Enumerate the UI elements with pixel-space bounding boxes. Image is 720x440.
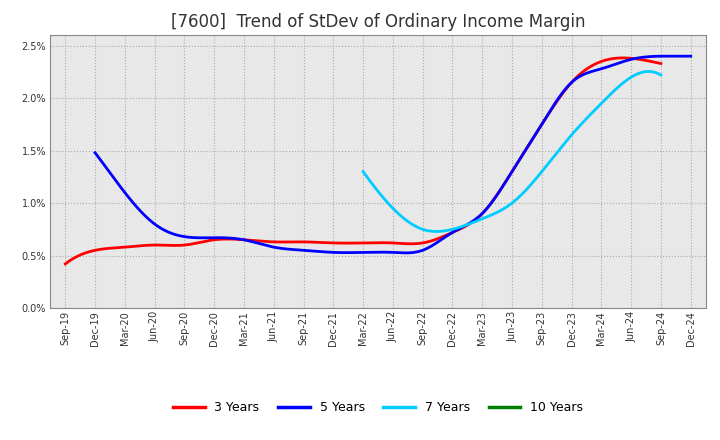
7 Years [644, 69, 653, 74]
3 Years [657, 61, 665, 66]
5 Years [686, 54, 695, 59]
Line: 5 Years: 5 Years [95, 56, 690, 253]
5 Years [93, 153, 102, 158]
7 Years [433, 229, 441, 234]
3 Years [426, 238, 434, 244]
5 Years [457, 225, 466, 230]
7 Years [360, 170, 369, 176]
5 Years [447, 230, 456, 235]
7 Years [657, 73, 665, 78]
5 Years [595, 67, 603, 72]
3 Years [563, 85, 572, 90]
7 Years [537, 169, 546, 175]
7 Years [630, 73, 639, 78]
5 Years [633, 55, 642, 61]
7 Years [359, 169, 367, 174]
5 Years [402, 250, 410, 256]
Line: 7 Years: 7 Years [363, 71, 661, 231]
5 Years [446, 231, 454, 237]
Line: 3 Years: 3 Years [66, 58, 661, 264]
7 Years [536, 171, 545, 176]
Legend: 3 Years, 5 Years, 7 Years, 10 Years: 3 Years, 5 Years, 7 Years, 10 Years [168, 396, 588, 419]
3 Years [618, 55, 627, 61]
3 Years [413, 241, 422, 246]
Title: [7600]  Trend of StDev of Ordinary Income Margin: [7600] Trend of StDev of Ordinary Income… [171, 13, 585, 31]
5 Years [660, 54, 669, 59]
3 Years [415, 241, 424, 246]
3 Years [600, 58, 609, 63]
3 Years [61, 261, 70, 267]
5 Years [91, 150, 99, 155]
3 Years [63, 260, 71, 265]
7 Years [611, 87, 619, 92]
7 Years [542, 163, 551, 169]
